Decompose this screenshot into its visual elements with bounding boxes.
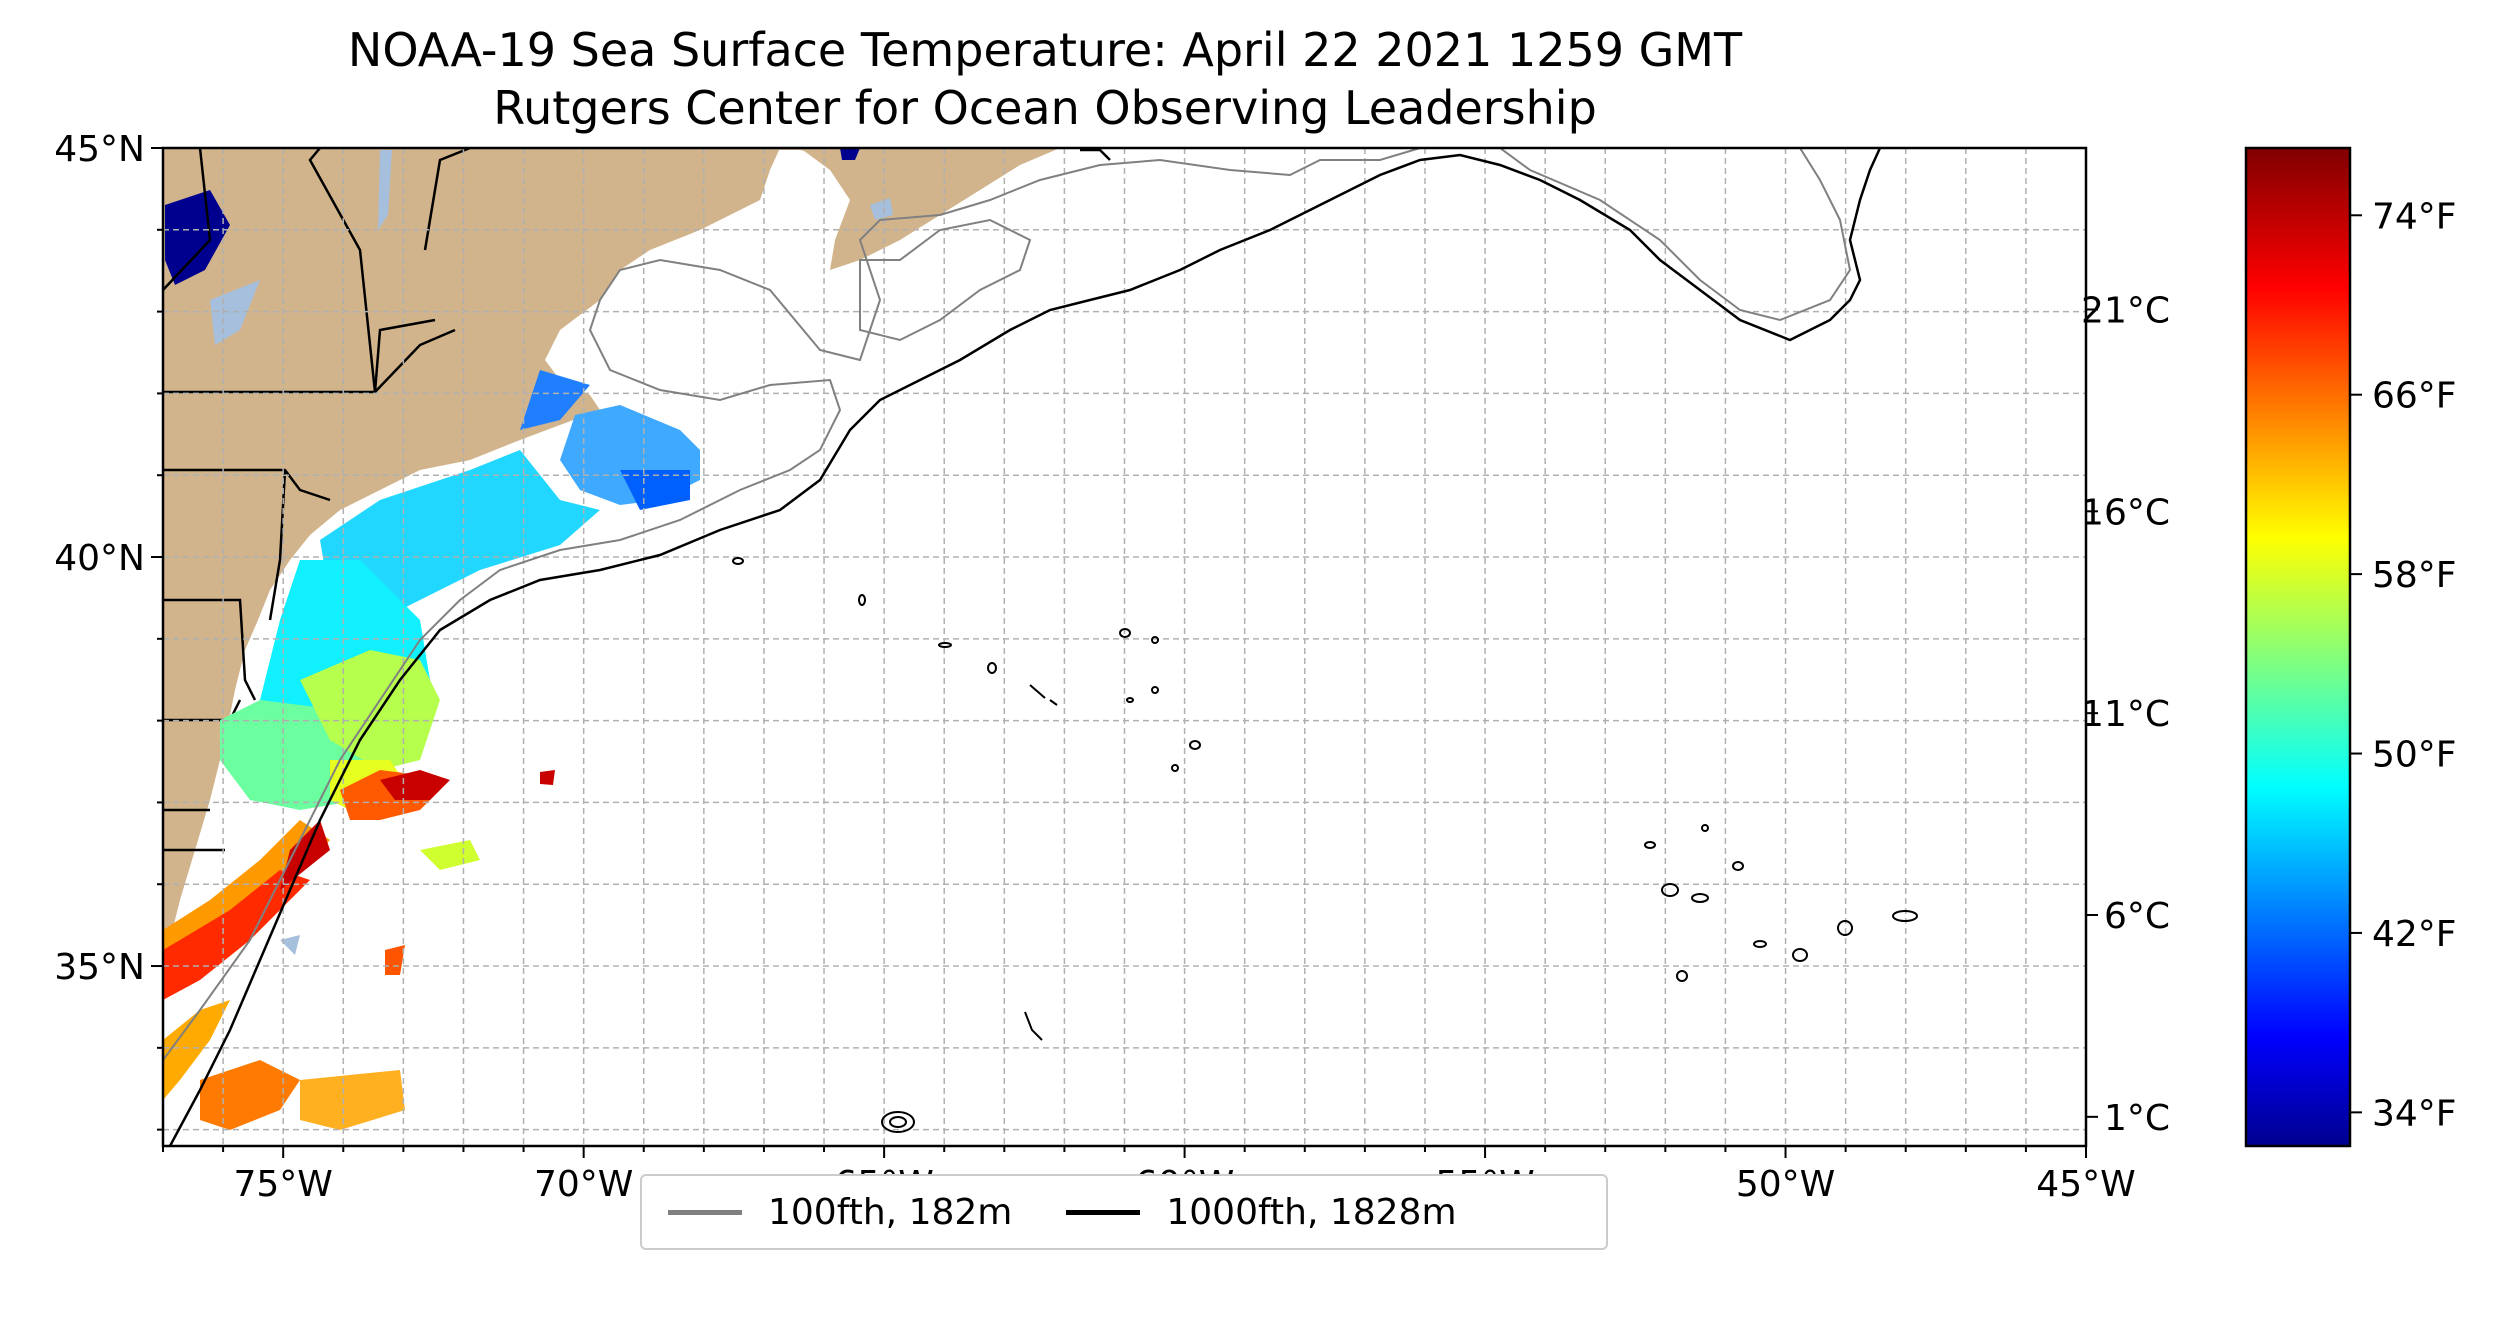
x-tick-label: 45°W <box>2036 1164 2135 1205</box>
legend: 100fth, 182m 1000fth, 1828m <box>640 1174 1608 1250</box>
colorbar-ticks: 74°F 66°F 58°F 50°F 42°F 34°F 21°C 16°C 11°C 6°C 1… <box>2081 196 2456 1139</box>
y-axis: 45°N 40°N 35°N <box>54 129 163 1131</box>
isobath-1000fth <box>168 148 1882 1146</box>
seamount-contours <box>732 557 1918 1133</box>
land-northeast-us <box>163 148 780 960</box>
chart-title: NOAA-19 Sea Surface Temperature: April 2… <box>347 23 1743 77</box>
x-tick-label: 50°W <box>1736 1164 1835 1205</box>
legend-item-1000fth: 1000fth, 1828m <box>1066 1191 1457 1233</box>
legend-label-1000fth: 1000fth, 1828m <box>1166 1191 1457 1233</box>
colorbar-label-c: 6°C <box>2104 896 2170 937</box>
sst-data <box>163 148 860 1130</box>
colorbar-label-c: 11°C <box>2081 694 2170 735</box>
colorbar-label-f: 42°F <box>2372 914 2457 955</box>
y-tick-label: 35°N <box>54 947 145 988</box>
x-tick-label: 70°W <box>534 1164 633 1205</box>
colorbar-label-f: 74°F <box>2372 196 2457 237</box>
x-tick-label: 75°W <box>233 1164 332 1205</box>
colorbar-label-c: 16°C <box>2081 492 2170 533</box>
grid-lines <box>163 148 2086 1146</box>
colorbar-label-f: 66°F <box>2372 376 2457 417</box>
isobath-100fth <box>163 148 1852 1061</box>
colorbar <box>2244 146 2352 1148</box>
legend-label-100fth: 100fth, 182m <box>768 1191 1013 1233</box>
legend-swatch-1000fth <box>1066 1209 1141 1215</box>
legend-item-100fth: 100fth, 182m <box>668 1192 1012 1233</box>
y-tick-label: 45°N <box>54 129 145 170</box>
colorbar-label-f: 50°F <box>2372 735 2457 776</box>
y-tick-label: 40°N <box>54 538 145 579</box>
colorbar-label-f: 58°F <box>2372 555 2457 596</box>
colorbar-label-c: 1°C <box>2104 1098 2170 1139</box>
chart-subtitle: Rutgers Center for Ocean Observing Leade… <box>493 81 1597 135</box>
colorbar-label-c: 21°C <box>2081 290 2170 331</box>
land-nova-scotia <box>800 148 1060 270</box>
legend-swatch-100fth <box>668 1209 742 1215</box>
colorbar-label-f: 34°F <box>2372 1093 2457 1134</box>
